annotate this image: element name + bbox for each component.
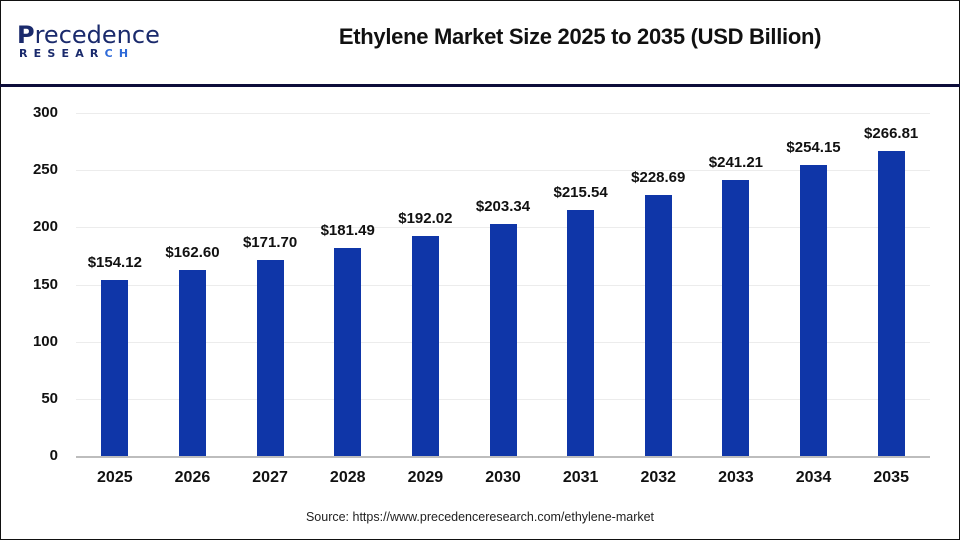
y-tick-label: 150 [32,275,58,293]
value-label: $181.49 [320,222,375,240]
y-tick-label: 300 [32,104,58,121]
gridline [76,113,930,114]
x-tick-label: 2030 [485,469,521,486]
bar-2025 [101,279,129,456]
y-tick-label: 200 [32,218,58,236]
logo-subtitle-accent: CH [104,47,135,60]
x-tick-label: 2028 [329,469,366,486]
value-label: $192.02 [398,210,453,228]
value-label: $154.12 [87,253,142,271]
logo-word: recedence [34,21,160,49]
y-tick-label: 0 [49,447,58,464]
value-label: $162.60 [165,244,220,262]
value-label: $203.34 [475,197,531,215]
logo-initial: P [17,21,35,49]
bar-2028 [334,248,362,456]
value-label: $266.81 [864,124,919,142]
x-tick-label: 2034 [795,469,832,486]
value-label: $254.15 [786,139,841,157]
source-text: Source: https://www.precedenceresearch.c… [305,510,655,524]
x-tick-label: 2026 [174,469,211,486]
bar-2027 [256,259,284,456]
bar-2029 [411,236,439,456]
x-tick-label: 2035 [873,469,909,486]
bar-2032 [644,194,672,456]
logo-subtitle-main: RESEAR [19,47,105,60]
value-label: $215.54 [553,183,608,201]
logo-wordmark: Precedence [17,22,160,48]
x-tick-label: 2033 [718,469,754,486]
x-tick-label: 2029 [407,469,444,486]
x-tick-label: 2025 [97,469,133,486]
logo-subtitle: RESEARCH [19,48,134,60]
bar-2035 [877,150,905,456]
value-label: $241.21 [708,154,764,172]
x-axis-line [76,456,930,458]
x-tick-label: 2032 [640,469,677,486]
x-tick-label: 2031 [562,469,599,486]
bar-2034 [800,165,828,456]
bar-2030 [489,223,517,456]
gridline [76,170,930,172]
value-label: $171.70 [242,233,298,251]
bar-2033 [722,180,750,456]
y-tick-label: 250 [32,161,58,179]
value-label: $228.69 [631,168,686,186]
header-divider [0,84,960,87]
bar-2026 [178,270,206,456]
bar-2031 [567,209,595,456]
y-tick-label: 50 [41,389,58,407]
precedence-research-logo: Precedence RESEARCH [17,22,167,62]
y-tick-label: 100 [32,332,58,350]
x-tick-label: 2027 [252,469,288,486]
chart-title: Ethylene Market Size 2025 to 2035 (USD B… [338,24,822,49]
